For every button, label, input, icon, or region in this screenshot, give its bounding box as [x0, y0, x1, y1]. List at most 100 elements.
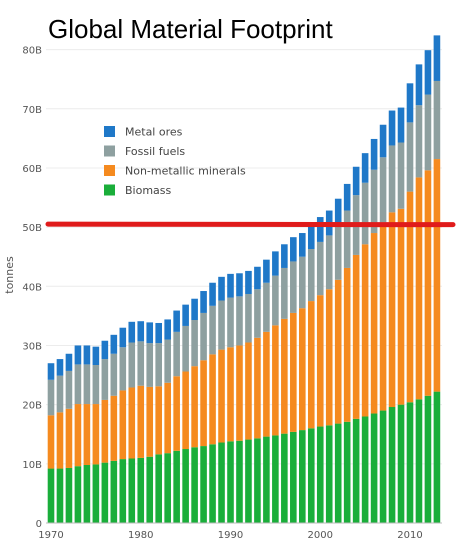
bar-segment-biomass: [164, 453, 171, 523]
bar-segment-biomass: [74, 466, 82, 523]
bar-stack: [164, 319, 171, 523]
bar-segment-metal-ores: [254, 266, 261, 290]
bar-segment-metal-ores: [263, 259, 270, 283]
bar-segment-non-metallic-minerals: [83, 404, 91, 466]
x-tick-label: 2010: [397, 530, 422, 541]
bar-segment-fossil-fuels: [164, 339, 171, 383]
legend-swatch-metal-ores: [104, 126, 115, 137]
y-tick-label: 70B: [22, 105, 42, 116]
bar-stack: [173, 310, 180, 523]
bar-segment-biomass: [379, 410, 387, 523]
bar-segment-fossil-fuels: [173, 331, 180, 377]
bar-segment-biomass: [56, 468, 64, 523]
bar-segment-biomass: [137, 457, 145, 523]
bar-segment-fossil-fuels: [200, 312, 207, 361]
bar-segment-non-metallic-minerals: [334, 279, 342, 424]
bar-stack: [236, 273, 243, 523]
bar-segment-non-metallic-minerals: [433, 159, 441, 392]
bar-segment-fossil-fuels: [343, 210, 351, 268]
bar-stack: [281, 244, 288, 523]
bar-segment-non-metallic-minerals: [173, 376, 180, 451]
bar-segment-biomass: [245, 439, 252, 523]
bar-segment-biomass: [191, 447, 198, 523]
bar-segment-biomass: [236, 440, 243, 523]
bar-segment-fossil-fuels: [370, 169, 378, 234]
bar-segment-biomass: [299, 430, 306, 523]
bar-segment-non-metallic-minerals: [56, 412, 64, 469]
bar-stack: [119, 327, 127, 523]
bar-stack: [200, 291, 207, 523]
bar-segment-metal-ores: [316, 217, 324, 242]
legend-label-biomass: Biomass: [125, 184, 172, 197]
bar-segment-fossil-fuels: [263, 282, 270, 332]
bar-stack: [227, 273, 234, 523]
bar-stack: [182, 304, 189, 523]
bar-segment-metal-ores: [110, 334, 118, 354]
bar-segment-biomass: [209, 444, 216, 523]
reference-line-layer: [45, 221, 456, 228]
bar-segment-fossil-fuels: [254, 289, 261, 338]
bar-stack: [128, 321, 136, 523]
legend-swatch-biomass: [104, 184, 115, 196]
bar-segment-metal-ores: [370, 138, 378, 170]
bar-segment-non-metallic-minerals: [128, 387, 136, 459]
y-tick-label: 10B: [22, 460, 42, 471]
y-tick-label: 60B: [22, 164, 42, 175]
bar-segment-metal-ores: [424, 50, 432, 95]
bar-stack: [415, 64, 423, 523]
bar-segment-fossil-fuels: [290, 261, 297, 313]
bar-segment-biomass: [218, 442, 225, 523]
bar-segment-metal-ores: [182, 304, 189, 326]
x-tick-label: 1980: [128, 530, 153, 541]
bar-segment-metal-ores: [236, 273, 243, 297]
bar-segment-biomass: [316, 426, 324, 523]
bar-segment-fossil-fuels: [101, 359, 109, 400]
bar-stack: [272, 251, 279, 523]
bar-segment-non-metallic-minerals: [65, 408, 73, 468]
bar-stack: [397, 107, 405, 523]
bar-segment-metal-ores: [155, 322, 162, 344]
bar-segment-fossil-fuels: [65, 370, 73, 409]
bar-segment-non-metallic-minerals: [164, 382, 171, 454]
bar-segment-biomass: [146, 456, 154, 523]
bar-stack: [352, 166, 360, 523]
bar-stack: [74, 345, 82, 523]
x-axis-ticks: 1970 1980 1990 2000 2010: [38, 522, 442, 541]
bar-stack: [56, 359, 64, 523]
bar-stack: [379, 124, 387, 523]
bar-stack: [370, 138, 378, 523]
bar-segment-non-metallic-minerals: [119, 390, 127, 460]
bar-stack: [424, 50, 432, 523]
bar-segment-fossil-fuels: [236, 296, 243, 346]
bar-segment-biomass: [433, 391, 441, 523]
bar-segment-fossil-fuels: [155, 343, 162, 387]
bar-stack: [325, 210, 333, 523]
bar-segment-metal-ores: [56, 359, 64, 376]
bar-segment-fossil-fuels: [281, 267, 288, 319]
bar-stack: [245, 270, 252, 523]
bar-segment-non-metallic-minerals: [92, 404, 100, 465]
bar-segment-metal-ores: [334, 198, 342, 225]
bar-segment-metal-ores: [406, 83, 414, 123]
bar-segment-biomass: [101, 462, 109, 523]
bar-segment-metal-ores: [65, 353, 73, 371]
bar-segment-metal-ores: [146, 322, 154, 344]
bar-segment-fossil-fuels: [307, 249, 315, 302]
x-tick-label: 1990: [218, 530, 243, 541]
bar-segment-non-metallic-minerals: [110, 395, 118, 461]
bar-stack: [137, 321, 145, 523]
bar-segment-non-metallic-minerals: [182, 371, 189, 450]
bar-segment-non-metallic-minerals: [299, 308, 306, 431]
y-axis-ticks: 0 10B 20B 30B 40B 50B 60B 70B 80B: [22, 46, 42, 530]
bar-segment-fossil-fuels: [47, 379, 55, 416]
bar-segment-metal-ores: [128, 321, 136, 343]
bar-segment-metal-ores: [272, 251, 279, 276]
bar-segment-metal-ores: [397, 107, 405, 143]
y-tick-label: 30B: [22, 341, 42, 352]
bar-segment-biomass: [263, 436, 270, 523]
bar-segment-fossil-fuels: [388, 145, 396, 213]
bar-segment-biomass: [415, 399, 423, 523]
bar-segment-metal-ores: [299, 233, 306, 257]
bar-segment-non-metallic-minerals: [397, 208, 405, 405]
bar-segment-biomass: [254, 438, 261, 523]
